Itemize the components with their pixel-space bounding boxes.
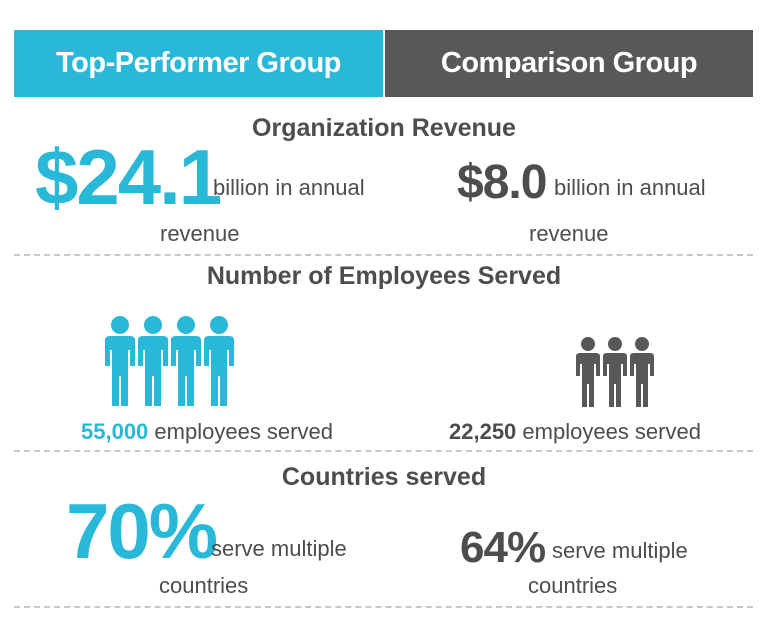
- people-group-icon: [574, 336, 658, 408]
- comparison-header: Comparison Group: [385, 30, 753, 97]
- top-performer-employees: 55,000 employees served: [81, 419, 333, 445]
- section-divider: [14, 254, 753, 256]
- comparison-revenue-desc: billion in annual: [554, 175, 706, 200]
- comparison-employees-value: 22,250: [449, 419, 517, 444]
- top-performer-countries-desc-2: countries: [159, 573, 249, 598]
- employees-section-title: Number of Employees Served: [206, 262, 562, 290]
- top-performer-countries-value: 70%: [66, 487, 218, 575]
- section-divider: [14, 606, 753, 608]
- people-group-icon: [102, 314, 242, 408]
- comparison-countries-desc: serve multiple: [552, 538, 688, 563]
- comparison-countries-value: 64%: [460, 523, 546, 572]
- comparison-countries-desc-2: countries: [528, 573, 618, 598]
- top-performer-revenue-value: $24.1: [35, 133, 222, 221]
- comparison-employees-desc: employees served: [522, 419, 701, 444]
- top-performer-revenue-desc-2: revenue: [160, 221, 240, 246]
- top-performer-countries-desc: serve multiple: [211, 536, 347, 561]
- comparison-revenue-value: $8.0: [457, 156, 547, 209]
- top-performer-employees-desc: employees served: [154, 419, 333, 444]
- top-performer-header: Top-Performer Group: [14, 30, 383, 97]
- comparison-revenue-desc-2: revenue: [529, 221, 609, 246]
- comparison-employees: 22,250 employees served: [449, 419, 701, 445]
- top-performer-revenue-desc: billion in annual: [213, 175, 365, 200]
- countries-section-title: Countries served: [281, 463, 487, 491]
- top-performer-employees-value: 55,000: [81, 419, 149, 444]
- revenue-section-title: Organization Revenue: [252, 114, 516, 142]
- section-divider: [14, 450, 753, 452]
